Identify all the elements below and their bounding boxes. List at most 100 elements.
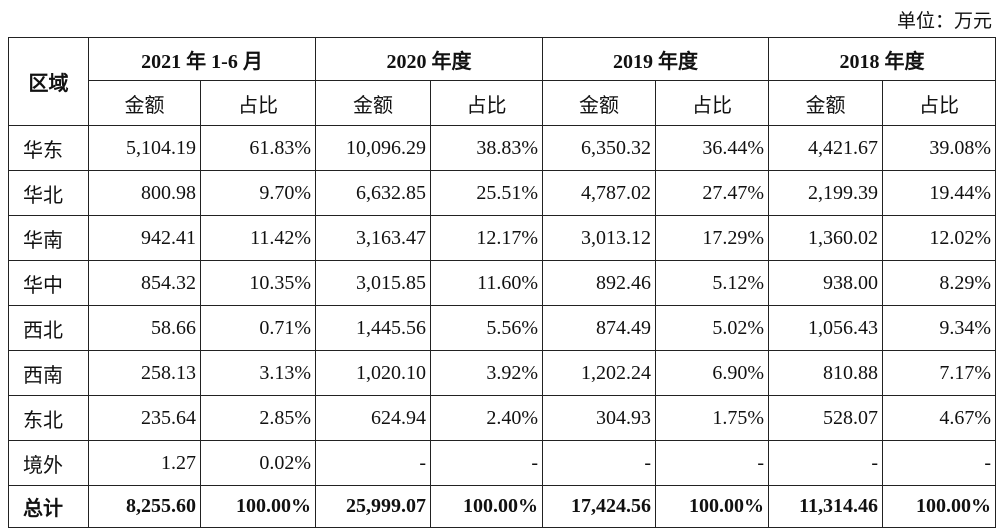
value-cell: 3,163.47 bbox=[315, 215, 431, 261]
sub-header: 占比 bbox=[655, 80, 769, 126]
value-cell: 4,421.67 bbox=[768, 125, 883, 171]
sub-header: 金额 bbox=[88, 80, 201, 126]
value-cell: 100.00% bbox=[200, 485, 316, 528]
value-cell: 8.29% bbox=[882, 260, 996, 306]
region-cell: 华北 bbox=[8, 170, 89, 216]
value-cell: 11.60% bbox=[430, 260, 543, 306]
value-cell: 938.00 bbox=[768, 260, 883, 306]
value-cell: 8,255.60 bbox=[88, 485, 201, 528]
value-cell: 36.44% bbox=[655, 125, 769, 171]
table-row: 总计 8,255.60 100.00% 25,999.07 100.00% 17,424.… bbox=[8, 485, 996, 528]
value-cell: 1,020.10 bbox=[315, 350, 431, 396]
value-cell: 810.88 bbox=[768, 350, 883, 396]
value-cell: 10.35% bbox=[200, 260, 316, 306]
value-cell: 1.75% bbox=[655, 395, 769, 441]
value-cell: 7.17% bbox=[882, 350, 996, 396]
header-row: 区域 2021 年 1-6 月 2020 年度 2019 年度 2018 年度 bbox=[8, 37, 996, 126]
table-row: 华北 800.98 9.70% 6,632.85 25.51% 4,787.02 27.47… bbox=[8, 170, 996, 216]
value-cell: 100.00% bbox=[882, 485, 996, 528]
value-cell: 1,056.43 bbox=[768, 305, 883, 351]
value-cell: 874.49 bbox=[542, 305, 656, 351]
table-row: 西北 58.66 0.71% 1,445.56 5.56% 874.49 5.02% 1,05… bbox=[8, 305, 996, 351]
value-cell: 5,104.19 bbox=[88, 125, 201, 171]
value-cell: 854.32 bbox=[88, 260, 201, 306]
value-cell: 942.41 bbox=[88, 215, 201, 261]
table-row: 华东 5,104.19 61.83% 10,096.29 38.83% 6,350.32 3… bbox=[8, 125, 996, 171]
value-cell: 0.02% bbox=[200, 440, 316, 486]
value-cell: 6,350.32 bbox=[542, 125, 656, 171]
region-cell: 西北 bbox=[8, 305, 89, 351]
value-cell: 38.83% bbox=[430, 125, 543, 171]
value-cell: 4,787.02 bbox=[542, 170, 656, 216]
sub-header: 占比 bbox=[200, 80, 316, 126]
region-cell: 境外 bbox=[8, 440, 89, 486]
sub-header: 金额 bbox=[768, 80, 883, 126]
value-cell: 100.00% bbox=[430, 485, 543, 528]
value-cell: 2.40% bbox=[430, 395, 543, 441]
value-cell: - bbox=[882, 440, 996, 486]
value-cell: 1,445.56 bbox=[315, 305, 431, 351]
value-cell: 11.42% bbox=[200, 215, 316, 261]
value-cell: 235.64 bbox=[88, 395, 201, 441]
value-cell: 3.92% bbox=[430, 350, 543, 396]
sub-header: 金额 bbox=[542, 80, 656, 126]
table-row: 华中 854.32 10.35% 3,015.85 11.60% 892.46 5.12% 9… bbox=[8, 260, 996, 306]
value-cell: 5.12% bbox=[655, 260, 769, 306]
value-cell: - bbox=[542, 440, 656, 486]
value-cell: 800.98 bbox=[88, 170, 201, 216]
sub-header: 占比 bbox=[430, 80, 543, 126]
value-cell: 304.93 bbox=[542, 395, 656, 441]
value-cell: 3,015.85 bbox=[315, 260, 431, 306]
value-cell: 19.44% bbox=[882, 170, 996, 216]
value-cell: 1.27 bbox=[88, 440, 201, 486]
value-cell: 25,999.07 bbox=[315, 485, 431, 528]
region-cell: 华南 bbox=[8, 215, 89, 261]
value-cell: 25.51% bbox=[430, 170, 543, 216]
region-cell: 华东 bbox=[8, 125, 89, 171]
data-table: 区域 2021 年 1-6 月 2020 年度 2019 年度 2018 年度 金额 占比金… bbox=[8, 37, 996, 528]
value-cell: 39.08% bbox=[882, 125, 996, 171]
table-row: 西南 258.13 3.13% 1,020.10 3.92% 1,202.24 6.90% 8… bbox=[8, 350, 996, 396]
period-header: 2021 年 1-6 月 bbox=[88, 37, 316, 81]
value-cell: 2.85% bbox=[200, 395, 316, 441]
table-row: 东北 235.64 2.85% 624.94 2.40% 304.93 1.75% 528.0… bbox=[8, 395, 996, 441]
value-cell: - bbox=[768, 440, 883, 486]
period-header: 2019 年度 bbox=[542, 37, 769, 81]
table-row: 境外 1.27 0.02% - - - - - - bbox=[8, 440, 996, 486]
value-cell: 17,424.56 bbox=[542, 485, 656, 528]
value-cell: 12.17% bbox=[430, 215, 543, 261]
value-cell: - bbox=[430, 440, 543, 486]
value-cell: 58.66 bbox=[88, 305, 201, 351]
value-cell: 5.56% bbox=[430, 305, 543, 351]
value-cell: 6,632.85 bbox=[315, 170, 431, 216]
unit-label: 单位：万元 bbox=[896, 11, 992, 32]
region-cell: 总计 bbox=[8, 485, 89, 528]
value-cell: 12.02% bbox=[882, 215, 996, 261]
value-cell: 3,013.12 bbox=[542, 215, 656, 261]
value-cell: 9.70% bbox=[200, 170, 316, 216]
value-cell: 1,360.02 bbox=[768, 215, 883, 261]
sub-header: 占比 bbox=[882, 80, 996, 126]
value-cell: 4.67% bbox=[882, 395, 996, 441]
value-cell: 9.34% bbox=[882, 305, 996, 351]
value-cell: 892.46 bbox=[542, 260, 656, 306]
value-cell: 6.90% bbox=[655, 350, 769, 396]
value-cell: 624.94 bbox=[315, 395, 431, 441]
value-cell: - bbox=[655, 440, 769, 486]
value-cell: 528.07 bbox=[768, 395, 883, 441]
region-cell: 华中 bbox=[8, 260, 89, 306]
value-cell: 0.71% bbox=[200, 305, 316, 351]
value-cell: 258.13 bbox=[88, 350, 201, 396]
value-cell: 10,096.29 bbox=[315, 125, 431, 171]
value-cell: 17.29% bbox=[655, 215, 769, 261]
value-cell: 61.83% bbox=[200, 125, 316, 171]
region-header: 区域 bbox=[8, 37, 89, 126]
period-header: 2018 年度 bbox=[768, 37, 996, 81]
value-cell: - bbox=[315, 440, 431, 486]
value-cell: 3.13% bbox=[200, 350, 316, 396]
region-cell: 东北 bbox=[8, 395, 89, 441]
table-row: 华南 942.41 11.42% 3,163.47 12.17% 3,013.12 17.2… bbox=[8, 215, 996, 261]
region-cell: 西南 bbox=[8, 350, 89, 396]
value-cell: 5.02% bbox=[655, 305, 769, 351]
